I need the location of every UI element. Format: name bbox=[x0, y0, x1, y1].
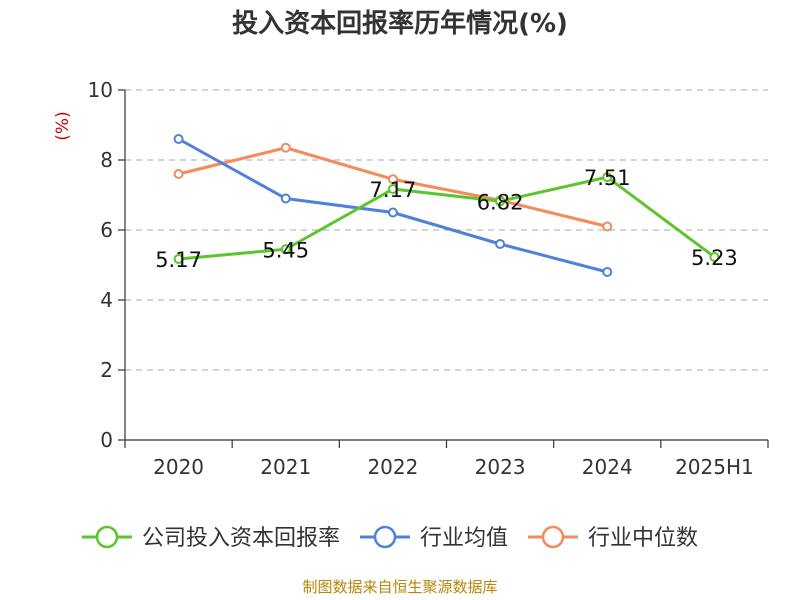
legend-item[interactable]: 行业中位数 bbox=[528, 525, 698, 551]
y-tick-label: 0 bbox=[100, 428, 113, 452]
series-point bbox=[387, 207, 398, 218]
series-lines bbox=[173, 134, 720, 277]
legend-item[interactable]: 行业均值 bbox=[360, 525, 508, 551]
source-note: 制图数据来自恒生聚源数据库 bbox=[302, 578, 497, 596]
x-tick-label: 2024 bbox=[582, 455, 633, 479]
y-axis-unit: (%) bbox=[53, 111, 73, 140]
data-label: 5.23 bbox=[691, 246, 738, 270]
series-point bbox=[709, 251, 720, 262]
legend-item[interactable]: 公司投入资本回报率 bbox=[82, 525, 340, 551]
chart-title: 投入资本回报率历年情况(%) bbox=[232, 8, 568, 39]
data-label: 7.51 bbox=[584, 166, 631, 190]
y-tick-label: 2 bbox=[100, 358, 113, 382]
legend-label: 公司投入资本回报率 bbox=[142, 526, 340, 551]
series-point bbox=[495, 239, 506, 249]
legend-label: 行业均值 bbox=[420, 526, 508, 551]
y-tick-label: 6 bbox=[100, 218, 113, 242]
series-point bbox=[280, 142, 291, 153]
data-label: 6.82 bbox=[477, 190, 524, 214]
series-point bbox=[280, 244, 291, 255]
data-labels: 5.17 5.45 7.17 6.82 7.51 5.23 bbox=[155, 166, 738, 272]
x-tick-label: 2025H1 bbox=[675, 455, 754, 479]
x-tick-label: 2021 bbox=[260, 455, 311, 479]
legend-marker bbox=[541, 525, 565, 549]
series-line bbox=[178, 175, 716, 261]
data-label: 5.45 bbox=[262, 238, 309, 262]
series-point bbox=[495, 196, 506, 207]
x-tick-label: 2020 bbox=[153, 455, 204, 479]
y-tick-label: 4 bbox=[100, 288, 113, 312]
legend-label: 行业中位数 bbox=[588, 526, 698, 551]
x-tick-label: 2022 bbox=[367, 455, 418, 479]
series-point bbox=[602, 221, 613, 232]
y-tick-label: 10 bbox=[88, 78, 113, 102]
series-point bbox=[173, 169, 184, 179]
legend[interactable]: 公司投入资本回报率 行业均值 行业中位数 bbox=[82, 525, 698, 551]
grid-lines bbox=[125, 89, 768, 371]
data-label: 5.17 bbox=[155, 248, 202, 272]
y-tick-label: 8 bbox=[100, 148, 113, 172]
series-point bbox=[387, 174, 398, 185]
series-point bbox=[602, 172, 613, 183]
series-point bbox=[280, 193, 291, 204]
series-point bbox=[387, 184, 398, 195]
legend-marker bbox=[95, 525, 119, 549]
series-point bbox=[602, 267, 613, 277]
axes: 0 2 4 6 8 10 2020 2021 2022 2023 2024 2025H1 bbox=[88, 78, 769, 479]
series-point bbox=[173, 134, 184, 144]
legend-marker bbox=[373, 525, 397, 549]
x-tick-label: 2023 bbox=[475, 455, 526, 479]
series-point bbox=[173, 254, 184, 265]
data-label: 7.17 bbox=[370, 178, 417, 202]
